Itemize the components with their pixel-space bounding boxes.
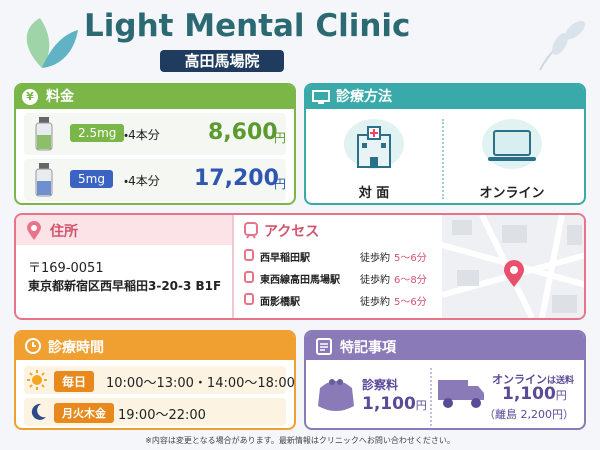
pricing-header: ¥ 料金 — [16, 85, 294, 109]
price-unit: 円 — [274, 177, 287, 191]
map — [442, 215, 584, 318]
price-row: 5mg ・4本分 17,200 円 — [24, 159, 286, 201]
hours-row: 月火木金 19:00～22:00 — [24, 398, 286, 426]
fee: 1,100円 — [362, 394, 427, 414]
station-name: 西早稲田駅 — [260, 253, 310, 264]
footer-note: ※内容は変更となる場合があります。最新情報はクリニックへお問い合わせください。 — [145, 436, 455, 445]
hours-title: 診療時間 — [48, 340, 104, 356]
hours-panel: 診療時間 毎日 10:00～13:00・14:00～18:00 月火木金 19:… — [14, 330, 296, 430]
notes-header — [306, 332, 584, 360]
dose-tag: 5mg — [70, 170, 113, 188]
walk-label: 徒歩約 — [360, 297, 390, 308]
train-icon — [244, 222, 258, 239]
days-tag: 月火木金 — [54, 403, 114, 423]
method-panel: 診療方法 対 面 オンライン — [304, 83, 586, 205]
fee-label: 診察料 — [362, 378, 399, 392]
method-option: 対 面 — [358, 186, 390, 201]
vial-icon — [35, 163, 53, 197]
shipping-unit: 円 — [555, 389, 567, 402]
shipping-price: 1,100 — [502, 384, 556, 404]
access-title: アクセス — [264, 224, 320, 240]
purse-icon — [318, 379, 354, 411]
clinic-title: Light Mental Clinic — [84, 8, 411, 44]
days-tag: 毎日 — [54, 371, 95, 392]
branch-name: 高田馬場院 — [160, 50, 284, 72]
shipping-label: オンラインは送料 — [492, 368, 574, 387]
hours-row: 毎日 10:00～13:00・14:00～18:00 — [24, 366, 294, 394]
divider — [430, 368, 432, 426]
station-row: 面影橋駅 徒歩約 5～6分 — [244, 291, 444, 313]
fee-price: 1,100 — [362, 394, 416, 414]
shipping-fee: 1,100円 — [502, 384, 567, 404]
method-option: オンライン — [479, 186, 545, 201]
walk-label: 徒歩約 — [360, 275, 390, 286]
hours-time: 19:00～22:00 — [118, 408, 206, 423]
laptop-icon — [488, 130, 536, 161]
pin-icon — [27, 221, 41, 240]
clock-icon — [25, 338, 41, 354]
street-address: 東京都新宿区西早稲田3-20-3 B1F — [28, 279, 222, 293]
hospital-icon — [357, 126, 391, 168]
station-name: 東西線高田馬場駅 — [260, 275, 340, 286]
train-icon — [244, 249, 254, 261]
leaf-decoration — [539, 21, 585, 71]
quantity: ・4本分 — [124, 174, 160, 188]
notes-panel: 特記事項 診察料 1,100円 オンラインは送料 1,100円 （離島 2,20… — [304, 330, 586, 430]
notes-title: 特記事項 — [340, 340, 396, 356]
monitor-icon — [312, 90, 330, 104]
hours-header — [16, 332, 294, 360]
pricing-title: 料金 — [46, 89, 74, 105]
train-icon — [244, 271, 254, 283]
sun-icon — [27, 370, 47, 390]
dose-tag: 2.5mg — [70, 124, 125, 142]
postal-code: 〒169-0051 — [28, 261, 104, 276]
truck-icon — [438, 380, 484, 408]
leaf-logo — [26, 18, 78, 68]
moon-icon — [31, 403, 46, 420]
vial-icon — [35, 117, 53, 151]
walk-time: 5～6分 — [394, 297, 427, 308]
location-panel: 住所 〒169-0051 東京都新宿区西早稲田3-20-3 B1F アクセス 西… — [14, 213, 586, 320]
address-header — [16, 215, 232, 245]
hours-time: 10:00～13:00・14:00～18:00 — [106, 376, 295, 391]
clipboard-icon — [316, 338, 332, 355]
divider — [442, 119, 444, 199]
station-row: 東西線高田馬場駅 徒歩約 6～8分 — [244, 269, 444, 291]
address-title: 住所 — [50, 224, 78, 240]
shipping-name: オンライン — [492, 373, 547, 386]
price: 17,200 — [194, 166, 279, 191]
method-header: 診療方法 — [306, 85, 584, 109]
train-icon — [244, 293, 254, 305]
method-title: 診療方法 — [336, 89, 392, 105]
price: 8,600 — [208, 120, 278, 145]
station-name: 面影橋駅 — [260, 297, 300, 308]
shipping-suffix: は送料 — [547, 376, 575, 386]
price-unit: 円 — [274, 131, 287, 145]
walk-time: 5～6分 — [394, 253, 427, 264]
quantity: ・4本分 — [124, 128, 160, 142]
yen-icon: ¥ — [22, 89, 38, 105]
divider — [232, 215, 234, 318]
station-row: 西早稲田駅 徒歩約 5～6分 — [244, 247, 444, 269]
fee-unit: 円 — [415, 399, 427, 412]
price-row: 2.5mg ・4本分 8,600 円 — [24, 113, 286, 155]
remote-fee: （離島 2,200円） — [484, 408, 574, 421]
pricing-panel: ¥ 料金 2.5mg ・4本分 8,600 円 5mg ・4本分 17,200 … — [14, 83, 296, 205]
station-list: 西早稲田駅 徒歩約 5～6分 東西線高田馬場駅 徒歩約 6～8分 面影橋駅 徒歩… — [244, 247, 444, 313]
walk-label: 徒歩約 — [360, 253, 390, 264]
walk-time: 6～8分 — [394, 275, 427, 286]
